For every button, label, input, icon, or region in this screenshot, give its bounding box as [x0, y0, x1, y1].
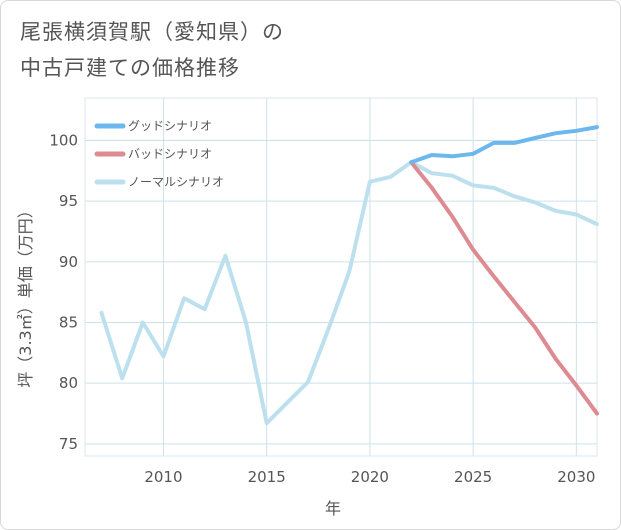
x-tick-label: 2015: [248, 468, 286, 486]
series-lines: [99, 125, 599, 426]
grid: [84, 97, 598, 457]
y-axis-label: 坪（3.3㎡）単価（万円）: [16, 202, 35, 387]
series-line-0: [409, 125, 599, 165]
y-tick-label: 90: [59, 253, 78, 271]
chart-title: 尾張横須賀駅（愛知県）の 中古戸建ての価格推移: [20, 14, 284, 86]
series-line-2: [99, 160, 599, 426]
tick-labels: 2010 2015 2020 2025 2030 75 80 85 90 95 100: [49, 131, 595, 486]
title-line-2: 中古戸建ての価格推移: [20, 56, 240, 80]
y-tick-label: 75: [59, 435, 78, 453]
y-tick-label: 100: [49, 131, 78, 149]
series-line-1: [409, 160, 599, 416]
y-tick-label: 95: [59, 192, 78, 210]
x-tick-label: 2020: [351, 468, 389, 486]
x-axis-label: 年: [325, 499, 341, 518]
legend-label-2: ノーマルシナリオ: [128, 175, 224, 189]
legend-label-0: グッドシナリオ: [128, 119, 212, 133]
y-tick-label: 85: [59, 314, 78, 332]
x-tick-label: 2025: [454, 468, 492, 486]
y-tick-label: 80: [59, 374, 78, 392]
legend-label-1: バッドシナリオ: [128, 147, 212, 161]
plot-frame: [84, 97, 598, 457]
title-line-1: 尾張横須賀駅（愛知県）の: [20, 20, 284, 44]
x-tick-label: 2030: [557, 468, 595, 486]
x-tick-label: 2010: [144, 468, 182, 486]
